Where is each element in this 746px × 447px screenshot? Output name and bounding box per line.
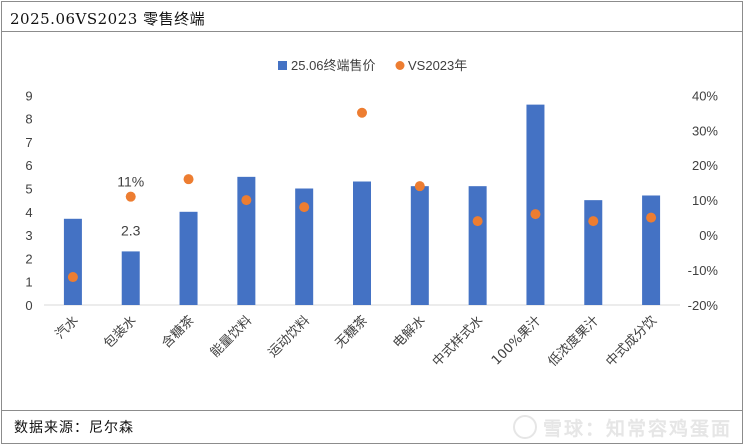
category-label: 包装水 bbox=[101, 313, 139, 351]
y-axis-left: 0 1 2 3 4 5 6 7 8 9 bbox=[25, 88, 32, 313]
chart: 25.06终端售价 VS2023年 0 1 2 3 4 5 6 7 8 9 -20% -10% 0% 10… bbox=[25, 58, 719, 370]
y-right-tick-label: 40% bbox=[692, 88, 718, 103]
y-left-tick-label: 9 bbox=[25, 88, 32, 103]
category-label: 100%果汁 bbox=[489, 313, 544, 368]
bar bbox=[237, 176, 256, 305]
category-label: 含糖茶 bbox=[158, 313, 197, 352]
category-label: 中式样式水 bbox=[430, 313, 487, 370]
y-left-tick-label: 3 bbox=[25, 228, 32, 243]
dot bbox=[530, 209, 541, 220]
y-right-tick-label: 0% bbox=[699, 228, 718, 243]
bar bbox=[353, 181, 371, 305]
bar bbox=[410, 186, 429, 305]
category-label: 能量饮料 bbox=[208, 313, 255, 360]
category-label: 低浓度果汁 bbox=[545, 313, 602, 370]
y-left-tick-label: 5 bbox=[25, 182, 32, 197]
category-label: 中式成分饮 bbox=[603, 313, 660, 370]
bar bbox=[63, 218, 82, 305]
source-note: 数据来源：尼尔森 bbox=[14, 420, 134, 436]
dot bbox=[357, 107, 367, 118]
dot bbox=[67, 272, 78, 283]
y-left-tick-label: 0 bbox=[25, 298, 32, 313]
bar bbox=[468, 186, 487, 305]
footer-bar: 数据来源：尼尔森 雪球：知常容鸡蛋面 bbox=[2, 410, 742, 444]
y-left-tick-label: 7 bbox=[25, 135, 32, 150]
y-right-tick-label: 30% bbox=[692, 123, 718, 138]
y-right-tick-label: -20% bbox=[688, 298, 719, 313]
watermark-logo-icon bbox=[512, 415, 537, 439]
legend-dot-swatch bbox=[395, 61, 405, 70]
legend-dot-label: VS2023年 bbox=[408, 58, 467, 73]
y-left-tick-label: 1 bbox=[25, 275, 32, 290]
title-bar: 2025.06VS2023 零售终端 bbox=[2, 2, 742, 32]
bar bbox=[295, 188, 314, 305]
dot bbox=[472, 216, 483, 227]
y-left-tick-label: 6 bbox=[25, 158, 32, 173]
category-label: 电解水 bbox=[390, 313, 428, 351]
bar bbox=[584, 200, 603, 305]
y-axis-right: -20% -10% 0% 10% 20% 30% 40% bbox=[688, 88, 719, 313]
y-right-tick-label: 10% bbox=[692, 193, 718, 208]
x-axis-categories: 汽水 包装水 含糖茶 能量饮料 运动饮料 无糖茶 电解水 中式样式水 100%果汁 低浓度果汁 中式… bbox=[53, 313, 660, 370]
dot bbox=[414, 181, 425, 192]
y-right-tick-label: -10% bbox=[688, 263, 719, 278]
data-label: 2.3 bbox=[121, 222, 141, 238]
data-label: 11% bbox=[117, 174, 144, 190]
y-left-tick-label: 2 bbox=[25, 251, 32, 266]
bar-series bbox=[44, 104, 680, 306]
legend: 25.06终端售价 VS2023年 bbox=[278, 58, 467, 73]
bar bbox=[179, 211, 198, 305]
dot bbox=[125, 191, 136, 202]
category-label: 运动饮料 bbox=[266, 313, 313, 360]
bar bbox=[121, 251, 140, 305]
category-label: 汽水 bbox=[53, 313, 82, 342]
dot bbox=[299, 202, 310, 213]
bar bbox=[526, 104, 545, 306]
watermark: 雪球：知常容鸡蛋面 bbox=[512, 414, 732, 441]
legend-bar-label: 25.06终端售价 bbox=[291, 58, 376, 73]
legend-bar-swatch bbox=[278, 61, 287, 70]
y-left-tick-label: 8 bbox=[25, 112, 32, 127]
bar bbox=[642, 195, 661, 305]
dot-series bbox=[67, 107, 657, 283]
dot bbox=[588, 216, 599, 227]
category-label: 无糖茶 bbox=[332, 313, 371, 352]
data-labels: 2.3 11% bbox=[117, 174, 144, 239]
y-left-tick-label: 4 bbox=[25, 205, 32, 220]
chart-title: 2025.06VS2023 零售终端 bbox=[10, 10, 206, 28]
y-right-tick-label: 20% bbox=[692, 158, 718, 173]
dot bbox=[183, 174, 194, 185]
watermark-text: 雪球：知常容鸡蛋面 bbox=[542, 418, 732, 440]
dot bbox=[646, 212, 657, 223]
dot bbox=[241, 195, 252, 206]
